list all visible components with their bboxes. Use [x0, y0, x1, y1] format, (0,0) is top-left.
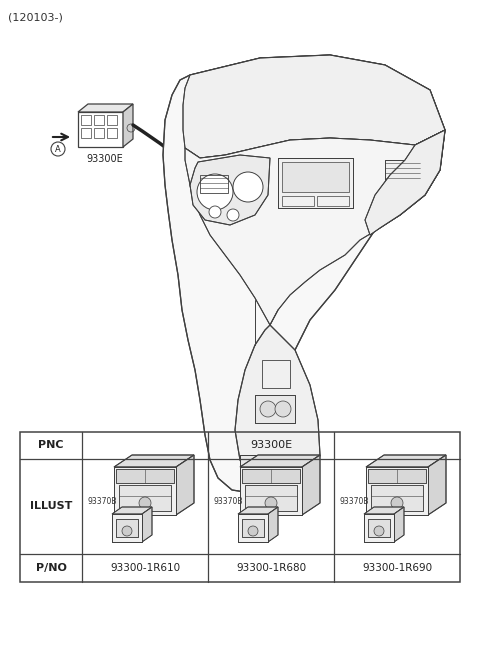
Polygon shape [268, 507, 278, 542]
Bar [119, 485, 171, 511]
Bar [371, 485, 423, 511]
Circle shape [265, 497, 277, 509]
Text: 93300-1R690: 93300-1R690 [362, 563, 432, 573]
Bar [368, 519, 390, 537]
Bar [81, 128, 91, 138]
Bar [262, 360, 290, 388]
Circle shape [248, 526, 258, 536]
Polygon shape [365, 130, 445, 235]
Bar [278, 158, 353, 208]
Bar [366, 467, 428, 515]
Bar [114, 467, 176, 515]
Polygon shape [78, 104, 133, 112]
Polygon shape [123, 104, 133, 147]
Bar [368, 469, 426, 483]
Circle shape [233, 172, 263, 202]
Bar [94, 115, 104, 125]
Polygon shape [235, 325, 320, 492]
Bar [112, 514, 142, 542]
Text: 93300E: 93300E [86, 154, 123, 164]
Circle shape [139, 497, 151, 509]
Circle shape [275, 401, 291, 417]
Bar [242, 469, 300, 483]
Bar [116, 469, 174, 483]
Bar [242, 519, 264, 537]
Bar [238, 514, 268, 542]
Bar [255, 395, 295, 423]
Bar [240, 455, 300, 490]
Bar [200, 175, 228, 193]
Bar [255, 395, 295, 423]
Circle shape [260, 401, 276, 417]
Bar [364, 514, 394, 542]
Bar [282, 162, 349, 192]
Bar [20, 432, 460, 582]
Bar [245, 485, 297, 511]
Bar [385, 160, 420, 185]
Bar [114, 467, 176, 515]
Text: 93300-1R610: 93300-1R610 [110, 563, 180, 573]
Bar [240, 455, 300, 490]
Bar [240, 467, 302, 515]
Bar [368, 469, 426, 483]
Text: 93370B: 93370B [214, 496, 243, 506]
Bar [364, 514, 394, 542]
Bar [240, 467, 302, 515]
Text: PNC: PNC [38, 440, 64, 450]
Bar [238, 514, 268, 542]
Bar [116, 519, 138, 537]
Text: 93300-1R680: 93300-1R680 [236, 563, 306, 573]
Polygon shape [240, 455, 320, 467]
Polygon shape [302, 455, 320, 515]
Bar [116, 469, 174, 483]
Bar [94, 128, 104, 138]
Polygon shape [190, 155, 270, 225]
Polygon shape [394, 507, 404, 542]
Circle shape [209, 206, 221, 218]
Bar [282, 196, 314, 206]
Polygon shape [163, 55, 445, 492]
Polygon shape [142, 507, 152, 542]
Bar [366, 467, 428, 515]
Circle shape [122, 526, 132, 536]
Bar [116, 519, 138, 537]
Polygon shape [176, 455, 194, 515]
Bar [242, 469, 300, 483]
Bar [368, 519, 390, 537]
Text: (120103-): (120103-) [8, 12, 63, 22]
Text: 93300E: 93300E [250, 440, 292, 450]
Bar [119, 485, 171, 511]
Polygon shape [112, 507, 152, 514]
Circle shape [197, 174, 233, 210]
Polygon shape [366, 455, 446, 467]
Polygon shape [238, 507, 278, 514]
Bar [107, 115, 117, 125]
Polygon shape [183, 55, 445, 158]
Bar [81, 115, 91, 125]
Text: 93370B: 93370B [340, 496, 370, 506]
Bar [371, 485, 423, 511]
Polygon shape [364, 507, 404, 514]
Circle shape [374, 526, 384, 536]
Circle shape [51, 142, 65, 156]
Text: 93370B: 93370B [88, 496, 118, 506]
Bar [278, 158, 353, 208]
Text: A: A [55, 145, 61, 153]
Polygon shape [428, 455, 446, 515]
Circle shape [227, 209, 239, 221]
Polygon shape [185, 130, 445, 325]
Bar [245, 485, 297, 511]
Text: P/NO: P/NO [36, 563, 66, 573]
Bar [242, 519, 264, 537]
Bar [317, 196, 349, 206]
Bar [112, 514, 142, 542]
Text: ILLUST: ILLUST [30, 501, 72, 511]
Bar [107, 128, 117, 138]
Circle shape [391, 497, 403, 509]
Bar [385, 160, 420, 185]
Polygon shape [114, 455, 194, 467]
